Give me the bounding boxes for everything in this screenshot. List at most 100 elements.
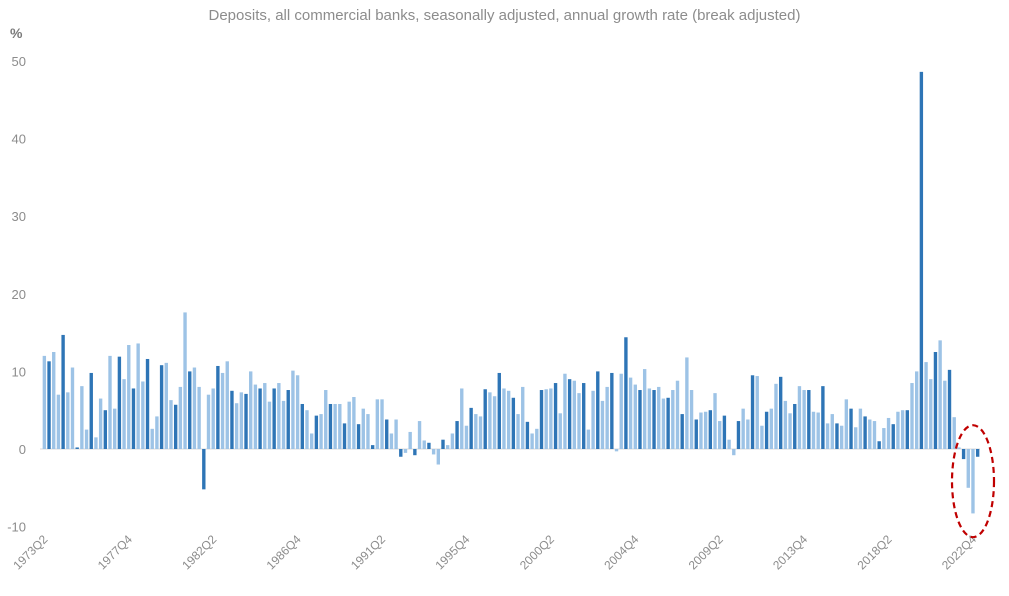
x-tick-label: 2004Q4 [601,532,641,572]
bar [42,355,47,449]
bar [858,408,863,449]
bar [455,421,459,449]
bar [178,386,183,449]
bar [591,390,595,449]
bar [347,401,351,449]
bar [971,449,975,514]
bar [938,340,942,449]
bar [267,401,272,449]
bar [506,390,511,449]
bar [356,424,361,449]
bar [291,370,295,449]
bar [272,388,276,449]
bar [558,413,562,449]
bar [80,386,84,449]
bar [539,390,544,449]
bar [797,386,802,449]
bar [47,361,51,449]
bar [70,367,75,449]
bar [497,372,501,449]
bar [338,403,342,449]
bar [577,393,581,449]
x-tick-label: 2000Q2 [517,532,557,572]
x-tick-label: 1982Q2 [179,532,219,572]
bar [530,433,534,449]
bar [483,389,487,449]
bar [854,427,858,449]
bar [975,449,980,457]
bar [389,433,394,449]
bar [52,352,56,449]
y-tick-label: 40 [12,132,26,147]
bar [108,355,112,449]
bar [450,433,455,449]
bar [66,392,70,449]
y-tick-label: 50 [12,54,26,69]
bar [525,421,530,449]
bar [929,379,933,449]
bar [605,386,609,449]
bar [647,388,652,449]
bar [811,411,816,449]
bar [155,416,159,449]
x-axis: 1973Q2 1977Q4 1982Q2 1986Q4 1991Q2 1995Q4 2000… [10,532,979,572]
bar [722,415,727,449]
y-tick-label: 30 [12,209,26,224]
bar [863,416,867,449]
bar [872,421,877,449]
bar [150,428,154,449]
bar [736,421,741,449]
bar [685,357,689,449]
x-tick-label: 1991Q2 [348,532,388,572]
bar [732,449,736,456]
x-tick-label: 1977Q4 [95,532,135,572]
bar [896,411,900,449]
bar [844,399,849,449]
bar [361,408,365,449]
bar [642,369,647,449]
bar [596,371,600,449]
bar [567,379,572,449]
bar [652,390,656,449]
bar [915,371,919,449]
bar [244,393,248,449]
bar [614,449,619,452]
bar [413,449,417,456]
bar [943,380,947,449]
bar [703,411,708,449]
bar [117,356,122,449]
bar [675,380,680,449]
bar [952,417,956,449]
bar [94,437,98,449]
bar [333,403,337,449]
bar [619,373,623,449]
bar [882,428,886,449]
bar [295,375,300,449]
bar [342,423,347,449]
bar [699,412,703,449]
bar [131,388,136,449]
bar [399,449,403,457]
bar [422,440,426,449]
bar [727,439,731,449]
bar [516,414,520,449]
bar [835,423,839,449]
bar [380,399,384,449]
bar [464,425,469,449]
bar [431,449,436,455]
bar [136,343,140,449]
bar [305,410,309,449]
bar [61,334,65,449]
bar [694,419,698,449]
bar [202,449,206,490]
bar [905,410,909,449]
bar [718,421,722,449]
bar [807,390,811,449]
bar [628,377,633,449]
bar [966,449,970,488]
bar [309,433,314,449]
bar [783,400,788,449]
bar [689,390,694,449]
bar [549,388,553,449]
